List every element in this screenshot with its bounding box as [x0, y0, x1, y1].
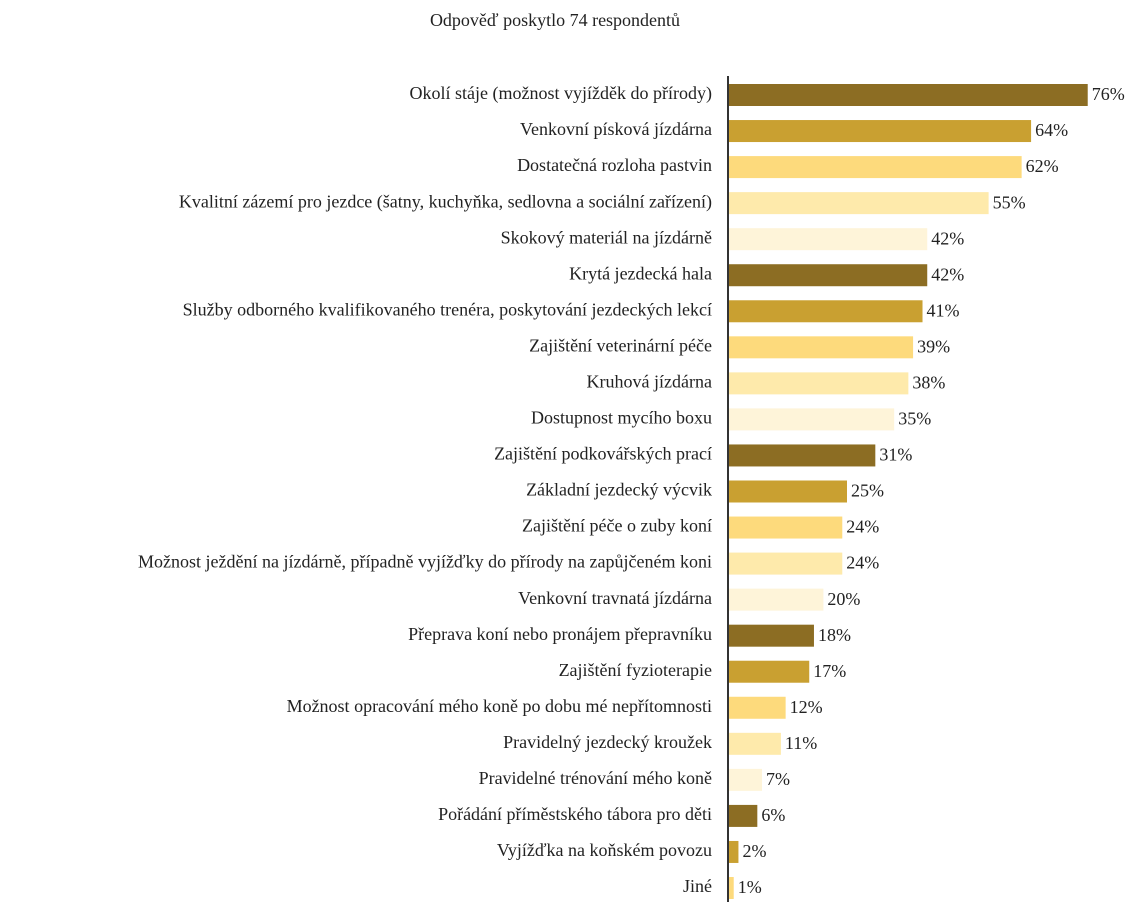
bar [729, 877, 734, 899]
category-label: Skokový materiál na jízdárně [501, 227, 712, 247]
bar [729, 444, 876, 467]
value-label: 12% [790, 697, 823, 717]
bar [729, 588, 824, 611]
value-label: 76% [1092, 84, 1125, 104]
value-label: 17% [813, 661, 846, 681]
value-label: 11% [785, 733, 817, 753]
value-label: 55% [993, 192, 1026, 212]
category-label: Základní jezdecký výcvik [526, 480, 712, 500]
value-label: 41% [927, 300, 960, 320]
category-label: Zajištění podkovářských prací [494, 444, 712, 464]
bar [729, 660, 810, 683]
category-label: Krytá jezdecká hala [569, 263, 712, 283]
chart-title: Odpověď poskytlo 74 respondentů [430, 10, 680, 30]
value-label: 24% [846, 553, 879, 573]
value-label: 18% [818, 625, 851, 645]
value-label: 25% [851, 481, 884, 501]
value-label: 1% [738, 877, 762, 897]
category-label: Zajištění péče o zuby koní [522, 516, 712, 536]
category-label: Okolí stáje (možnost vyjížděk do přírody… [410, 83, 712, 104]
category-label: Služby odborného kvalifikovaného trenéra… [183, 299, 712, 319]
bar [729, 120, 1032, 143]
bar [729, 840, 739, 863]
bar [729, 84, 1088, 106]
bar [729, 300, 923, 323]
category-label: Pravidelný jezdecký kroužek [503, 732, 712, 752]
value-label: 39% [917, 336, 950, 356]
bar [729, 804, 758, 827]
category-label: Možnost ježdění na jízdárně, případně vy… [138, 552, 712, 572]
value-label: 64% [1035, 120, 1068, 140]
bar [729, 156, 1022, 179]
category-label: Pořádání příměstského tábora pro děti [438, 804, 712, 824]
value-label: 62% [1026, 156, 1059, 176]
category-label: Venkovní písková jízdárna [520, 119, 712, 139]
category-label: Přeprava koní nebo pronájem přepravníku [408, 624, 712, 644]
category-label: Jiné [683, 876, 712, 896]
value-label: 24% [846, 517, 879, 537]
bar [729, 228, 928, 251]
category-label: Zajištění veterinární péče [529, 335, 712, 355]
category-label: Dostupnost mycího boxu [531, 408, 712, 428]
category-label: Venkovní travnatá jízdárna [518, 588, 712, 608]
value-label: 38% [912, 372, 945, 392]
value-label: 42% [931, 264, 964, 284]
bar [729, 732, 781, 755]
category-label: Vyjížďka na koňském povozu [497, 840, 712, 860]
value-label: 31% [879, 445, 912, 465]
bar [729, 552, 843, 575]
category-label: Dostatečná rozloha pastvin [517, 155, 712, 175]
bar [729, 480, 847, 503]
category-label: Pravidelné trénování mého koně [479, 768, 712, 788]
bar [729, 264, 928, 287]
bar [729, 768, 763, 791]
bar [729, 192, 989, 215]
bar [729, 372, 909, 395]
bar [729, 516, 843, 539]
bar [729, 408, 895, 431]
value-label: 2% [742, 841, 766, 861]
value-label: 7% [766, 769, 790, 789]
bar [729, 336, 914, 359]
category-label: Zajištění fyzioterapie [559, 660, 712, 680]
category-label: Kvalitní zázemí pro jezdce (šatny, kuchy… [179, 191, 712, 212]
category-label: Možnost opracování mého koně po dobu mé … [287, 696, 712, 716]
bar [729, 696, 786, 719]
value-label: 35% [898, 409, 931, 429]
value-label: 6% [761, 805, 785, 825]
bar [729, 624, 814, 647]
value-label: 20% [827, 589, 860, 609]
category-label: Kruhová jízdárna [587, 371, 712, 391]
value-label: 42% [931, 228, 964, 248]
